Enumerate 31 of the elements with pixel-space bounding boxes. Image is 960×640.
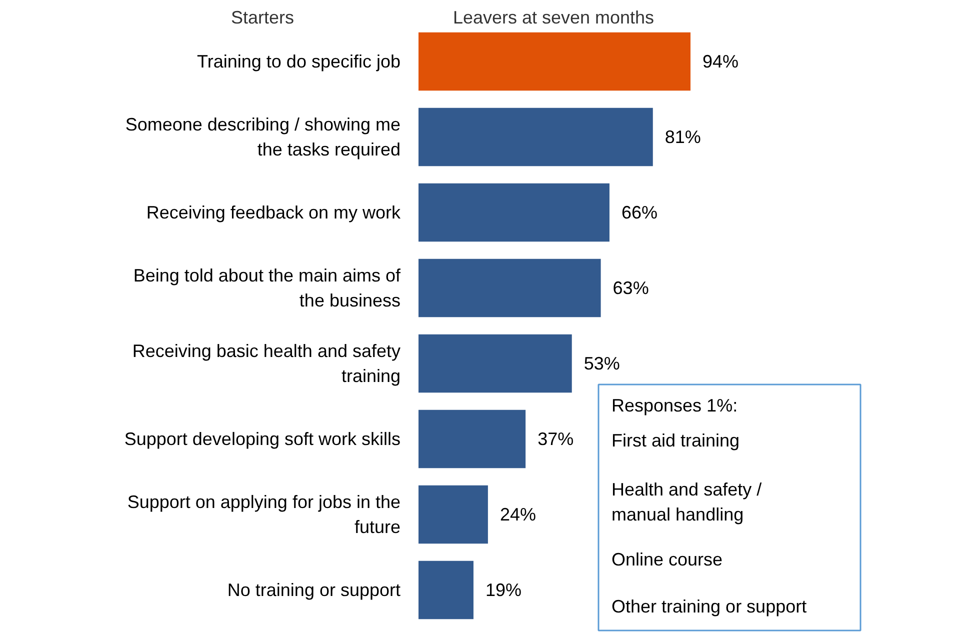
annotation: Responses 1%: bbox=[612, 396, 738, 416]
data-label: 19% bbox=[485, 580, 522, 600]
annotation: Online course bbox=[612, 550, 723, 570]
annotation: First aid training bbox=[612, 430, 740, 450]
y-tick-label: Being told about the main aims of the business bbox=[133, 266, 402, 310]
data-label: 94% bbox=[702, 52, 739, 72]
bar bbox=[418, 258, 601, 318]
data-label: 66% bbox=[621, 202, 658, 222]
y-tick-label: Receiving feedback on my work bbox=[146, 202, 402, 222]
y-tick-label: Training to do specific job bbox=[197, 52, 401, 72]
data-label: 63% bbox=[612, 278, 649, 298]
data-label: 53% bbox=[584, 354, 620, 374]
annotation: Leavers at seven months bbox=[452, 8, 654, 28]
y-tick-label: Support developing soft work skills bbox=[124, 429, 401, 449]
bar bbox=[418, 108, 653, 166]
data-label: 24% bbox=[500, 504, 536, 524]
y-tick-label: No training or support bbox=[227, 580, 400, 600]
bar bbox=[418, 485, 488, 544]
y-tick-label: Receiving basic health and safety training bbox=[132, 341, 401, 386]
bar bbox=[418, 410, 526, 468]
text: Starters bbox=[230, 8, 294, 28]
data-label: 81% bbox=[664, 127, 701, 147]
bar bbox=[418, 32, 690, 91]
bar bbox=[418, 334, 572, 393]
bar bbox=[418, 183, 610, 242]
bar bbox=[418, 560, 474, 620]
data-label: 37% bbox=[538, 429, 574, 449]
annotation: Health and safety / manual handling bbox=[612, 480, 762, 524]
y-tick-label: Support on applying for jobs in the future bbox=[127, 492, 401, 537]
annotation: Other training or support bbox=[612, 596, 807, 616]
y-tick-label: Someone describing / showing me the tasks required bbox=[125, 114, 401, 160]
